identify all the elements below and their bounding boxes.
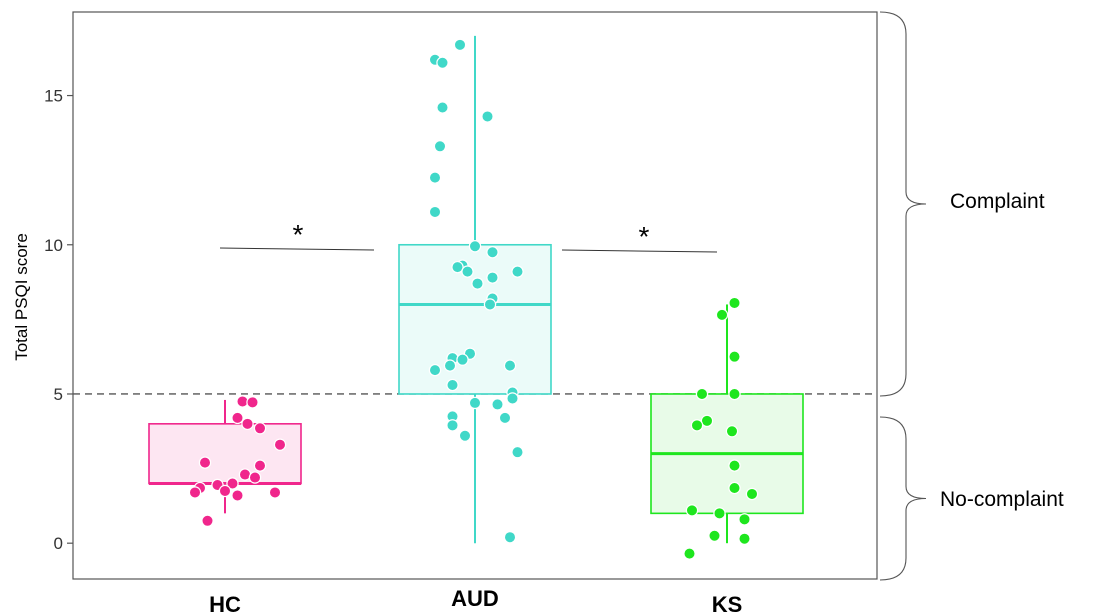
- data-point-aud: [433, 140, 447, 153]
- data-point-hc: [218, 484, 232, 498]
- significance-star: *: [293, 219, 304, 250]
- data-point-hc: [188, 486, 202, 499]
- significance-markers: * *: [219, 219, 718, 253]
- data-point-hc: [231, 411, 244, 425]
- data-point-ks: [713, 507, 726, 520]
- data-point-ks: [708, 529, 721, 542]
- y-tick-label: 10: [44, 236, 63, 255]
- y-tick-label: 15: [44, 87, 63, 106]
- data-point-ks: [728, 350, 741, 363]
- data-point-aud: [456, 353, 469, 366]
- data-point-aud: [491, 398, 504, 411]
- box-hc: [148, 399, 302, 514]
- data-point-aud: [461, 265, 474, 278]
- x-category-label: HC: [209, 592, 241, 614]
- data-point-aud: [511, 445, 524, 459]
- data-point-ks: [728, 387, 741, 401]
- data-point-hc: [248, 471, 262, 484]
- group-brackets: Complaint No-complaint: [879, 11, 1064, 581]
- data-point-aud: [503, 531, 517, 544]
- data-point-aud: [451, 260, 464, 274]
- y-tick-label: 5: [54, 385, 63, 404]
- significance-line: [219, 247, 375, 251]
- data-point-aud: [483, 298, 497, 311]
- data-point-ks: [725, 425, 739, 438]
- data-point-ks: [728, 296, 741, 310]
- significance-line: [561, 249, 718, 253]
- points-layer: [188, 38, 759, 560]
- y-axis-title: Total PSQI score: [12, 233, 31, 361]
- data-point-ks: [690, 419, 704, 432]
- bracket-complaint: [879, 11, 927, 397]
- data-point-aud: [498, 411, 512, 425]
- x-category-labels: HC AUD KS: [209, 586, 742, 614]
- data-point-ks: [700, 414, 714, 428]
- data-point-ks: [745, 487, 759, 501]
- x-category-label: AUD: [451, 586, 499, 611]
- data-point-hc: [253, 422, 267, 435]
- data-point-hc: [246, 396, 259, 409]
- bracket-label: No-complaint: [940, 488, 1064, 511]
- data-point-ks: [685, 504, 699, 517]
- data-point-aud: [428, 205, 442, 219]
- data-point-ks: [695, 387, 709, 401]
- data-point-aud: [453, 38, 467, 52]
- y-tick-label: 0: [54, 534, 63, 553]
- data-point-ks: [738, 532, 751, 545]
- plot-frame: [72, 11, 878, 580]
- bracket-no-complaint: [879, 416, 927, 581]
- data-point-aud: [436, 56, 449, 69]
- data-point-hc: [198, 456, 212, 469]
- box-ks: [650, 304, 804, 544]
- data-point-aud: [428, 363, 442, 377]
- box-iqr: [148, 423, 302, 485]
- y-ticks: 0 5 10 15: [44, 87, 73, 553]
- significance-star: *: [639, 221, 650, 252]
- data-point-aud: [468, 240, 482, 253]
- box-iqr: [398, 243, 552, 395]
- data-point-aud: [506, 392, 519, 405]
- data-point-aud: [446, 378, 459, 392]
- data-point-aud: [481, 110, 494, 123]
- data-point-aud: [486, 271, 499, 284]
- data-point-hc: [273, 438, 287, 451]
- data-point-ks: [728, 481, 741, 495]
- data-point-aud: [458, 429, 472, 442]
- data-point-ks: [683, 547, 696, 560]
- data-point-ks: [715, 308, 729, 322]
- data-point-aud: [486, 246, 499, 259]
- x-category-label: KS: [712, 592, 743, 614]
- data-point-aud: [436, 101, 449, 114]
- data-point-aud: [443, 359, 457, 372]
- data-point-aud: [511, 265, 524, 278]
- data-point-ks: [728, 459, 741, 472]
- data-point-hc: [268, 486, 282, 499]
- data-point-hc: [253, 459, 267, 472]
- boxes-layer: [148, 35, 804, 544]
- data-point-hc: [226, 477, 239, 490]
- data-point-aud: [428, 171, 442, 184]
- box-aud: [398, 35, 552, 544]
- data-point-aud: [503, 359, 517, 372]
- data-point-aud: [468, 396, 482, 410]
- data-point-ks: [738, 513, 751, 526]
- data-point-hc: [231, 489, 244, 502]
- data-point-hc: [241, 417, 254, 431]
- data-point-hc: [201, 514, 214, 528]
- data-point-aud: [471, 277, 484, 290]
- data-point-aud: [446, 419, 459, 432]
- bracket-label: Complaint: [950, 190, 1045, 213]
